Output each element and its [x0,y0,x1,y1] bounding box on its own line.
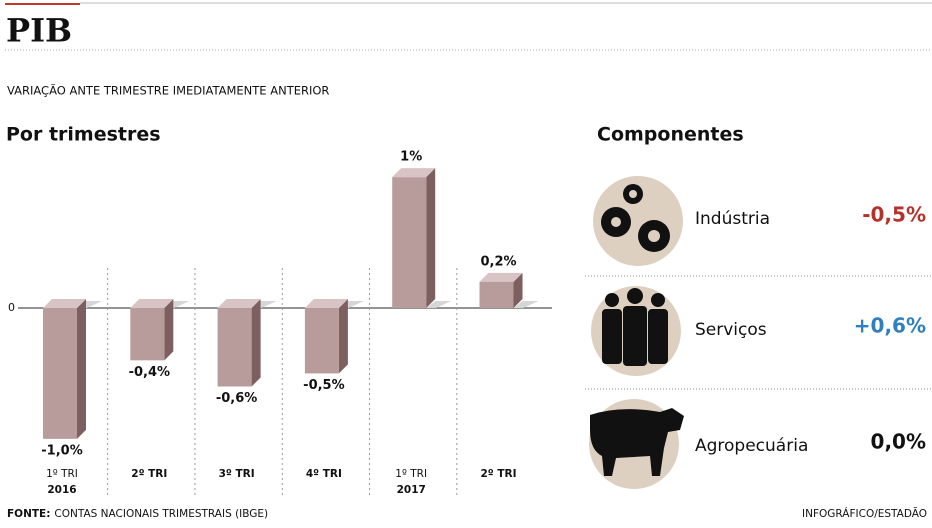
x-tick-label: 3º TRI [219,468,255,480]
bar [130,308,165,361]
people-icon [602,288,668,366]
value-label: 0,2% [480,254,516,269]
bar [479,281,514,308]
bar-top [392,168,436,178]
component-value: +0,6% [854,314,926,338]
credit: INFOGRÁFICO/ESTADÃO [802,507,927,520]
bar-top [130,299,174,308]
x-tick-year: 2017 [397,484,426,496]
bar-side [164,299,174,361]
x-tick-label: 1º TRI [395,468,427,480]
bar [392,177,427,308]
components-title: Componentes [597,124,744,146]
title: PIB [6,12,72,50]
x-tick-label: 4º TRI [306,468,342,480]
component-value: -0,5% [862,203,926,227]
bar-side [77,299,86,439]
bar-shadow [426,301,452,308]
bar-top [304,299,348,308]
chart-title: Por trimestres [6,124,161,146]
component-name: Agropecuária [695,436,808,456]
value-label: -0,6% [216,391,257,406]
bar-side [513,272,523,308]
bar-top [43,299,86,308]
bar [304,308,339,374]
bar-top [217,299,261,308]
source-text: CONTAS NACIONAIS TRIMESTRAIS (IBGE) [54,508,268,520]
component-value: 0,0% [871,430,926,454]
gears-icon [601,184,670,252]
component-name: Indústria [695,209,770,229]
bar-shadow [513,301,539,308]
source-label: FONTE: [7,508,50,520]
source: FONTE: CONTAS NACIONAIS TRIMESTRAIS (IBGE… [7,508,268,520]
x-tick-label: 2º TRI [480,468,516,480]
bar [43,308,77,439]
cow-icon [590,408,684,476]
x-tick-label: 2º TRI [131,468,167,480]
component-name: Serviços [695,320,767,340]
bar-top [479,272,523,282]
bar-side [251,299,261,387]
value-label: -0,4% [129,365,170,380]
bar-side [338,299,348,374]
subtitle: VARIAÇÃO ANTE TRIMESTRE IMEDIATAMENTE AN… [7,83,329,98]
bar-side [426,168,436,308]
value-label: 1% [400,150,422,165]
value-label: -1,0% [41,443,82,458]
bar [217,308,252,387]
x-tick-year: 2016 [47,484,76,496]
y-tick-label: 0 [8,301,15,314]
x-tick-label: 1º TRI [46,468,78,480]
value-label: -0,5% [303,378,344,393]
